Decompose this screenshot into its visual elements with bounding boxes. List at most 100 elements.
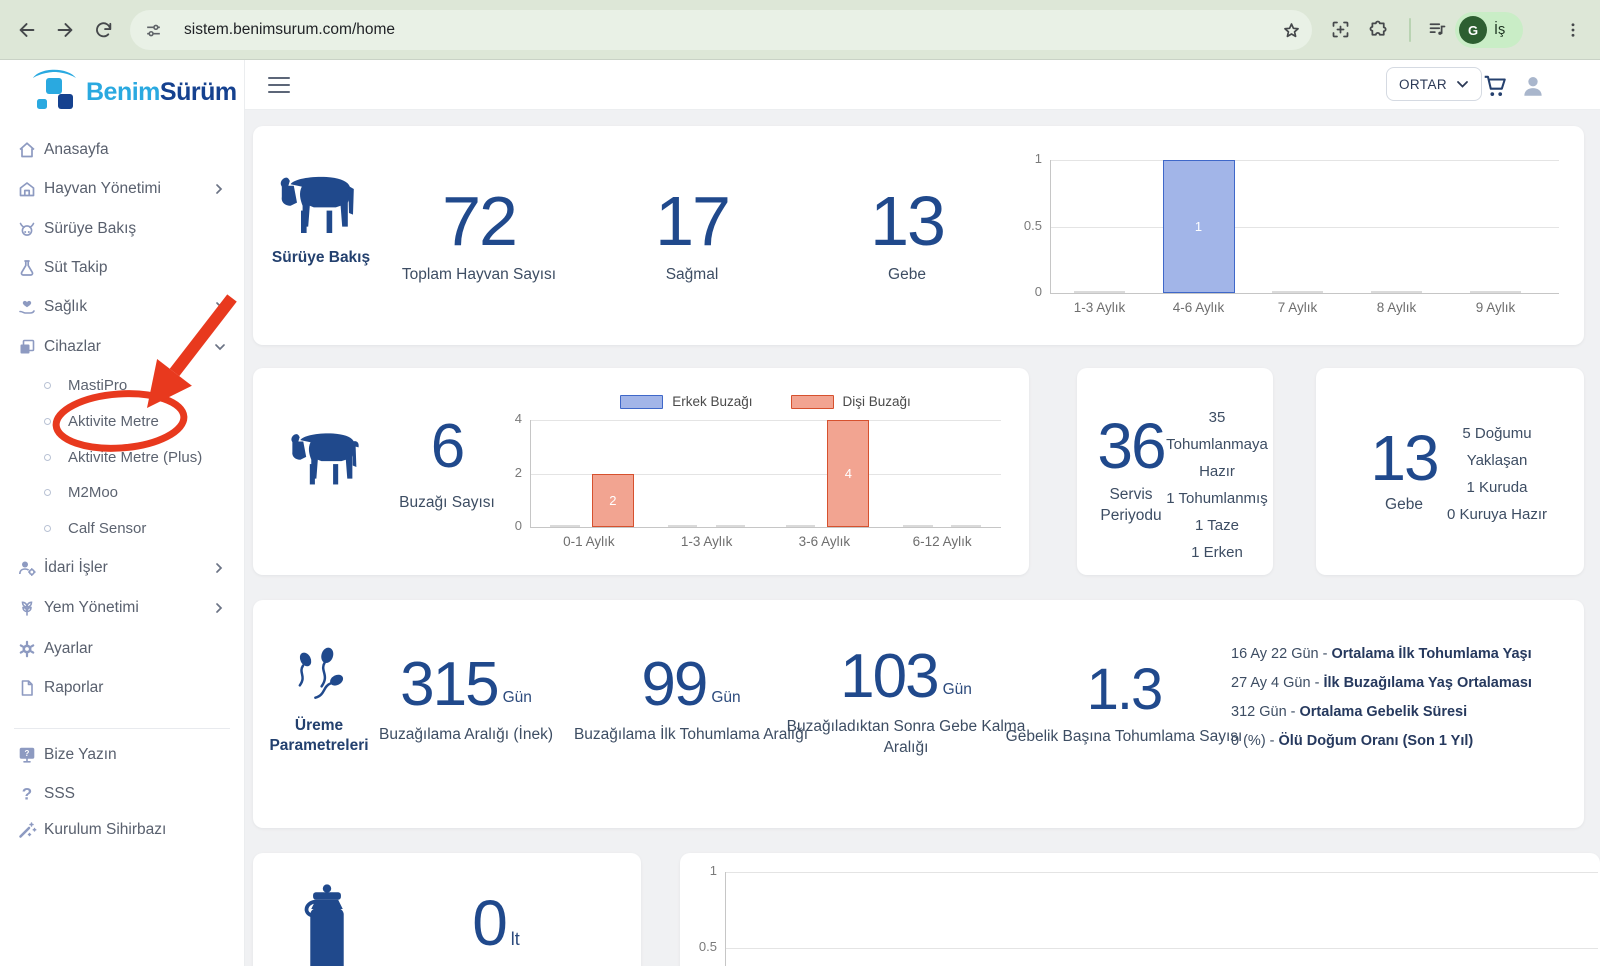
chevron-right-icon bbox=[214, 301, 224, 313]
forward-icon[interactable] bbox=[48, 13, 82, 47]
herd-selector-dropdown[interactable]: ORTAR bbox=[1386, 67, 1482, 101]
stat-inseminations-per-pregnancy: 1.3 Gebelik Başına Tohumlama Sayısı bbox=[999, 662, 1249, 748]
sidebar-item-raporlar[interactable]: Raporlar bbox=[0, 675, 245, 701]
pregnant-detail-line: 1 Kuruda bbox=[1434, 474, 1560, 501]
milk-can-icon bbox=[299, 883, 355, 966]
stat-milking: 17 Sağmal bbox=[582, 188, 802, 285]
milk-total-card: 0lt bbox=[253, 853, 641, 966]
zero-bar bbox=[1371, 291, 1421, 293]
barn-icon bbox=[17, 179, 37, 199]
breeding-note-line: 16 Ay 22 Gün - Ortalama İlk Tohumlama Ya… bbox=[1231, 644, 1532, 664]
x-axis-label: 3-6 Aylık bbox=[766, 534, 884, 549]
sidebar-item-bize-yazin[interactable]: ? Bize Yazın bbox=[0, 742, 245, 768]
brand-text: BenimSürüm bbox=[86, 78, 237, 107]
bar-value: 1 bbox=[1163, 160, 1235, 293]
zero-bar bbox=[716, 525, 745, 527]
app-logo[interactable]: BenimSürüm bbox=[30, 64, 237, 120]
bar-Dişi Buzağı: 2 bbox=[592, 474, 634, 528]
milk-chart-card: 0.51 bbox=[680, 853, 1600, 966]
tab-capture-icon[interactable] bbox=[1323, 13, 1357, 47]
svg-text:?: ? bbox=[25, 749, 30, 758]
y-axis-tick: 1 bbox=[680, 863, 717, 878]
support-monitor-icon: ? bbox=[17, 745, 37, 765]
sidebar-subitem-aktivite-metre-plus[interactable]: Aktivite Metre (Plus) bbox=[0, 445, 245, 469]
y-axis-line bbox=[1050, 160, 1051, 293]
sidebar-subitem-m2moo[interactable]: M2Moo bbox=[0, 480, 245, 504]
sidebar-subitem-mastipro[interactable]: MastiPro bbox=[0, 373, 245, 397]
calf-age-chart: 0240-1 Aylık1-3 Aylık3-6 Aylık6-12 Aylık… bbox=[253, 368, 1029, 575]
service-detail-line: 35 Tohumlanmaya Hazır bbox=[1165, 404, 1269, 485]
sidebar-item-sut-takip[interactable]: Süt Takip bbox=[0, 255, 245, 281]
sidebar-item-sss[interactable]: ? SSS bbox=[0, 781, 245, 807]
sidebar-divider bbox=[14, 728, 230, 729]
browser-profile[interactable]: G İş bbox=[1455, 12, 1523, 48]
cow-icon bbox=[277, 172, 365, 238]
bookmark-star-icon[interactable] bbox=[1281, 20, 1302, 41]
pregnant-details: 5 Doğumu Yaklaşan1 Kuruda0 Kuruya Hazır bbox=[1434, 420, 1560, 528]
reload-icon[interactable] bbox=[86, 13, 120, 47]
sidebar-item-saglik[interactable]: Sağlık bbox=[0, 294, 245, 320]
menu-toggle-icon[interactable] bbox=[268, 73, 292, 97]
gridline bbox=[725, 948, 1598, 949]
cart-icon[interactable] bbox=[1482, 73, 1508, 99]
y-axis-tick: 4 bbox=[253, 411, 522, 426]
sidebar-subitem-aktivite-metre[interactable]: Aktivite Metre bbox=[0, 409, 245, 433]
y-axis-tick: 1 bbox=[1016, 151, 1042, 166]
gridline bbox=[725, 872, 1598, 873]
address-bar[interactable]: sistem.benimsurum.com/home bbox=[130, 10, 1312, 50]
gear-icon bbox=[17, 639, 37, 659]
extensions-icon[interactable] bbox=[1361, 13, 1395, 47]
zero-bar bbox=[550, 525, 579, 527]
sidebar-item-hayvan-yonetimi[interactable]: Hayvan Yönetimi bbox=[0, 176, 245, 202]
sidebar-item-suruye-bakis[interactable]: Sürüye Bakış bbox=[0, 216, 245, 242]
back-icon[interactable] bbox=[10, 13, 44, 47]
x-axis-label: 1-3 Aylık bbox=[1050, 300, 1149, 315]
zero-bar bbox=[1074, 291, 1124, 293]
herd-selector-label: ORTAR bbox=[1399, 77, 1447, 92]
sidebar-item-yem-yonetimi[interactable]: Yem Yönetimi bbox=[0, 595, 245, 621]
media-queue-icon[interactable] bbox=[1420, 13, 1454, 47]
site-settings-icon[interactable] bbox=[136, 13, 170, 47]
service-detail-line: 1 Taze bbox=[1165, 512, 1269, 539]
breeding-note-line: 312 Gün - Ortalama Gebelik Süresi bbox=[1231, 702, 1532, 722]
y-axis-tick: 2 bbox=[253, 465, 522, 480]
y-axis-tick: 0 bbox=[253, 518, 522, 533]
sidebar-item-anasayfa[interactable]: Anasayfa bbox=[0, 137, 245, 163]
magic-wand-icon bbox=[17, 820, 37, 840]
document-icon bbox=[17, 678, 37, 698]
stat-milk-total: 0lt bbox=[436, 893, 556, 954]
sidebar-subitem-calf-sensor[interactable]: Calf Sensor bbox=[0, 516, 245, 540]
svg-text:?: ? bbox=[22, 785, 32, 804]
sidebar-item-cihazlar[interactable]: Cihazlar bbox=[0, 334, 245, 360]
hand-heart-icon bbox=[17, 297, 37, 317]
y-axis-line bbox=[725, 872, 726, 966]
sidebar-item-kurulum-sihirbazi[interactable]: Kurulum Sihirbazı bbox=[0, 817, 245, 843]
x-axis-label: 8 Aylık bbox=[1347, 300, 1446, 315]
x-axis-label: 1-3 Aylık bbox=[648, 534, 766, 549]
y-axis-tick: 0 bbox=[1016, 284, 1042, 299]
bullet-icon bbox=[44, 525, 51, 532]
pregnant-detail-line: 0 Kuruya Hazır bbox=[1434, 501, 1560, 528]
sidebar-item-ayarlar[interactable]: Ayarlar bbox=[0, 636, 245, 662]
flask-icon bbox=[17, 258, 37, 278]
gridline bbox=[1050, 227, 1559, 228]
sidebar: BenimSürüm Anasayfa Hayvan Yönetimi Sürü… bbox=[0, 60, 245, 966]
url-text[interactable]: sistem.benimsurum.com/home bbox=[184, 21, 395, 39]
sidebar-item-idari-isler[interactable]: İdari İşler bbox=[0, 555, 245, 581]
service-detail-line: 1 Tohumlanmış bbox=[1165, 485, 1269, 512]
person-gear-icon bbox=[17, 558, 37, 578]
app-topbar: ORTAR bbox=[245, 60, 1600, 110]
bullet-icon bbox=[44, 418, 51, 425]
bullet-icon bbox=[44, 454, 51, 461]
card-title: Sürüye Bakış bbox=[266, 248, 376, 268]
pregnant-card: 13 Gebe 5 Doğumu Yaklaşan1 Kuruda0 Kuruy… bbox=[1316, 368, 1584, 575]
zero-bar bbox=[1272, 291, 1322, 293]
cow-head-icon bbox=[17, 219, 37, 239]
x-axis-label: 4-6 Aylık bbox=[1149, 300, 1248, 315]
bar-Dişi Buzağı: 4 bbox=[827, 420, 869, 527]
x-axis-label: 6-12 Aylık bbox=[883, 534, 1001, 549]
user-icon[interactable] bbox=[1520, 73, 1546, 99]
browser-chrome: sistem.benimsurum.com/home G İş bbox=[0, 0, 1600, 60]
zero-bar bbox=[951, 525, 980, 527]
browser-menu-icon[interactable] bbox=[1556, 13, 1590, 47]
